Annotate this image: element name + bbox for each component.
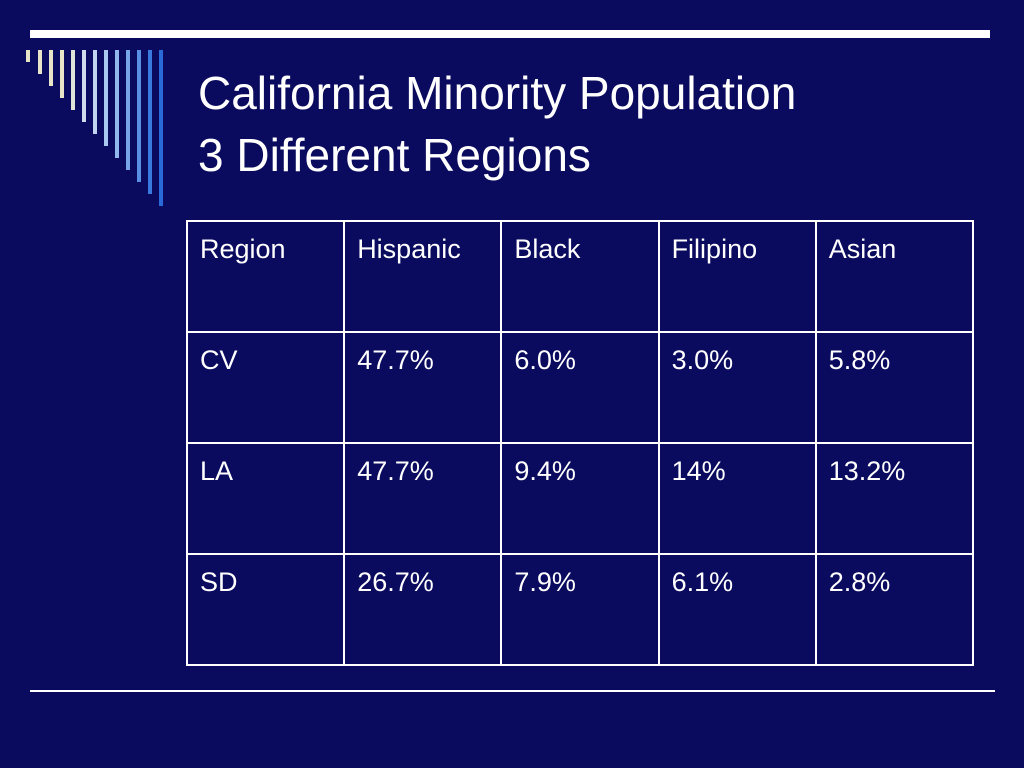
title-line-2: 3 Different Regions bbox=[198, 129, 591, 181]
header-cell: Black bbox=[500, 220, 660, 333]
table-cell: 6.1% bbox=[657, 553, 817, 666]
table-cell: 13.2% bbox=[814, 442, 975, 555]
table-row: SD 26.7% 7.9% 6.1% 2.8% bbox=[185, 553, 975, 666]
deco-bar bbox=[26, 50, 30, 62]
deco-bar bbox=[126, 50, 130, 170]
deco-bar bbox=[148, 50, 152, 194]
table-cell: 26.7% bbox=[343, 553, 503, 666]
deco-bar bbox=[159, 50, 163, 206]
table-cell: 47.7% bbox=[343, 331, 503, 444]
table-cell: 9.4% bbox=[500, 442, 660, 555]
header-cell: Filipino bbox=[657, 220, 817, 333]
table-row: LA 47.7% 9.4% 14% 13.2% bbox=[185, 442, 975, 555]
table-cell: 6.0% bbox=[500, 331, 660, 444]
deco-bar bbox=[38, 50, 42, 74]
table-cell: 2.8% bbox=[814, 553, 975, 666]
slide-title: California Minority Population 3 Differe… bbox=[198, 62, 998, 186]
bottom-rule bbox=[30, 690, 995, 692]
table-cell: LA bbox=[185, 442, 346, 555]
top-rule bbox=[30, 30, 990, 38]
table-cell: 3.0% bbox=[657, 331, 817, 444]
deco-bar bbox=[71, 50, 75, 110]
deco-bar bbox=[49, 50, 53, 86]
table-cell: 7.9% bbox=[500, 553, 660, 666]
decorative-bars bbox=[26, 50, 176, 210]
deco-bar bbox=[60, 50, 64, 98]
table-cell: 14% bbox=[657, 442, 817, 555]
deco-bar bbox=[115, 50, 119, 158]
table-cell: SD bbox=[185, 553, 346, 666]
table-cell: 47.7% bbox=[343, 442, 503, 555]
table-header-row: Region Hispanic Black Filipino Asian bbox=[185, 220, 975, 333]
table-cell: CV bbox=[185, 331, 346, 444]
population-table: Region Hispanic Black Filipino Asian CV … bbox=[185, 220, 975, 666]
header-cell: Region bbox=[185, 220, 346, 333]
header-cell: Hispanic bbox=[343, 220, 503, 333]
deco-bar bbox=[93, 50, 97, 134]
title-line-1: California Minority Population bbox=[198, 67, 797, 119]
table-cell: 5.8% bbox=[814, 331, 975, 444]
header-cell: Asian bbox=[814, 220, 975, 333]
table-row: CV 47.7% 6.0% 3.0% 5.8% bbox=[185, 331, 975, 444]
deco-bar bbox=[104, 50, 108, 146]
deco-bar bbox=[82, 50, 86, 122]
deco-bar bbox=[137, 50, 141, 182]
